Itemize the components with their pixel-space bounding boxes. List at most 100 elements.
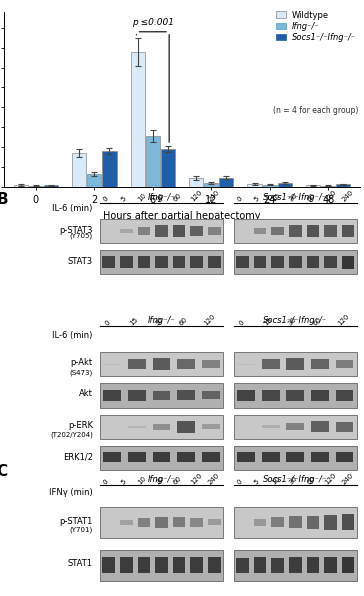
Text: (Y705): (Y705)	[70, 233, 93, 240]
Text: 120: 120	[324, 471, 337, 485]
Bar	[336, 184, 351, 187]
Bar	[234, 446, 357, 470]
Text: 240: 240	[207, 472, 221, 485]
Bar	[204, 183, 218, 187]
Bar	[324, 515, 337, 530]
Text: 5: 5	[119, 478, 127, 485]
Text: p-STAT3: p-STAT3	[59, 225, 93, 234]
Bar	[254, 256, 266, 268]
Text: 30: 30	[155, 193, 165, 203]
Bar	[153, 358, 170, 370]
Text: 120: 120	[324, 190, 337, 203]
Bar	[155, 256, 168, 268]
Text: IL-6 (min): IL-6 (min)	[52, 204, 93, 213]
Text: 60: 60	[306, 193, 317, 203]
Bar	[254, 557, 266, 573]
Bar	[311, 359, 329, 370]
Text: Akt: Akt	[79, 389, 93, 399]
Text: 0: 0	[102, 195, 109, 203]
Bar	[100, 507, 223, 538]
Text: IFNγ (min): IFNγ (min)	[49, 488, 93, 497]
Bar	[202, 361, 219, 368]
Bar	[177, 452, 195, 464]
Bar	[190, 256, 203, 268]
Bar	[311, 421, 329, 432]
Bar	[262, 359, 280, 370]
Bar	[138, 227, 150, 235]
Bar	[254, 519, 266, 526]
Bar	[177, 421, 195, 433]
Bar	[100, 446, 223, 470]
Text: 120: 120	[337, 313, 350, 327]
Text: 10: 10	[137, 193, 148, 203]
Text: 60: 60	[172, 193, 183, 203]
Text: STAT3: STAT3	[68, 257, 93, 266]
Bar	[102, 256, 115, 268]
Bar	[177, 359, 195, 369]
Text: 60: 60	[306, 475, 317, 485]
Bar	[286, 358, 304, 370]
Bar	[234, 352, 357, 376]
Bar	[234, 414, 357, 439]
Text: 15: 15	[263, 316, 273, 327]
Bar	[128, 426, 146, 428]
Bar	[120, 256, 132, 268]
Bar	[254, 228, 266, 234]
Bar	[271, 517, 284, 527]
Bar	[336, 452, 353, 464]
Bar	[173, 517, 185, 527]
Bar	[236, 256, 249, 268]
Bar	[286, 423, 304, 430]
Text: C: C	[0, 464, 8, 479]
Bar	[190, 225, 203, 236]
Text: ERK1/2: ERK1/2	[63, 452, 93, 461]
Text: Socs1⁻/⁻Ifng⁻/⁻: Socs1⁻/⁻Ifng⁻/⁻	[263, 316, 327, 325]
Bar	[234, 250, 357, 274]
Bar	[262, 390, 280, 401]
Bar	[324, 557, 337, 573]
Bar	[321, 185, 335, 187]
Bar	[202, 424, 219, 429]
Bar	[271, 558, 284, 573]
Bar	[103, 390, 121, 401]
Bar	[100, 250, 223, 274]
Bar	[173, 225, 185, 237]
Bar	[208, 557, 221, 573]
Bar	[306, 516, 319, 529]
Bar	[263, 185, 277, 187]
Text: 0: 0	[236, 478, 243, 485]
Bar	[278, 183, 292, 187]
Bar	[237, 390, 255, 401]
Bar	[13, 185, 28, 187]
Text: 30: 30	[288, 475, 299, 485]
Bar	[202, 392, 219, 399]
Text: p ≤0.001: p ≤0.001	[132, 18, 174, 27]
Bar	[324, 256, 337, 268]
Text: 30: 30	[288, 193, 299, 203]
Bar	[336, 390, 353, 401]
Legend: Wildtype, Ifng⁻/⁻, Socs1⁻/⁻Ifng⁻/⁻: Wildtype, Ifng⁻/⁻, Socs1⁻/⁻Ifng⁻/⁻	[272, 7, 360, 45]
Text: 60: 60	[312, 316, 323, 327]
Bar	[153, 424, 170, 430]
Text: Ifng⁻/⁻: Ifng⁻/⁻	[148, 193, 175, 202]
Bar	[128, 359, 146, 370]
Text: 0: 0	[104, 319, 112, 327]
Text: 240: 240	[341, 472, 355, 485]
Bar	[155, 557, 168, 573]
Text: (S473): (S473)	[70, 369, 93, 375]
Bar	[155, 517, 168, 528]
Text: 10: 10	[271, 475, 281, 485]
Text: 0: 0	[236, 195, 243, 203]
Bar	[100, 383, 223, 408]
Bar	[128, 452, 146, 464]
Text: p-Akt: p-Akt	[71, 358, 93, 367]
Text: 120: 120	[203, 313, 217, 327]
Bar	[161, 149, 175, 187]
Bar	[202, 452, 219, 464]
Text: p-ERK: p-ERK	[68, 421, 93, 430]
Bar	[120, 557, 132, 573]
Bar	[342, 256, 354, 269]
Bar	[128, 390, 146, 401]
Text: STAT1: STAT1	[68, 560, 93, 569]
Bar	[289, 557, 302, 573]
